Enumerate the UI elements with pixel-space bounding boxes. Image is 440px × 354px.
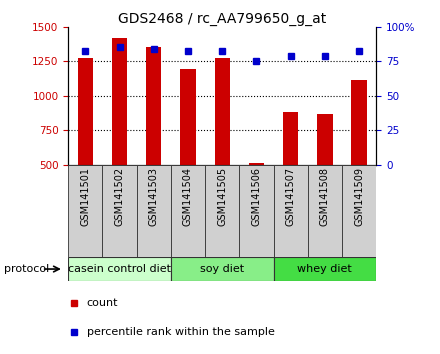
Bar	[215, 58, 230, 165]
Bar	[283, 112, 298, 165]
Bar	[137, 165, 171, 257]
Text: casein control diet: casein control diet	[68, 264, 171, 274]
Bar	[146, 47, 161, 165]
Bar	[274, 257, 376, 281]
Bar	[77, 58, 93, 165]
Text: GSM141503: GSM141503	[149, 167, 159, 226]
Text: whey diet: whey diet	[297, 264, 352, 274]
Bar	[317, 114, 333, 165]
Bar	[68, 165, 103, 257]
Bar	[274, 165, 308, 257]
Text: soy diet: soy diet	[200, 264, 244, 274]
Bar	[180, 69, 196, 165]
Text: count: count	[87, 298, 118, 308]
Text: GSM141508: GSM141508	[320, 167, 330, 226]
Bar	[352, 80, 367, 165]
Text: GSM141504: GSM141504	[183, 167, 193, 226]
Bar	[68, 257, 171, 281]
Text: GSM141506: GSM141506	[251, 167, 261, 226]
Bar	[205, 165, 239, 257]
Bar	[171, 165, 205, 257]
Text: GSM141505: GSM141505	[217, 167, 227, 227]
Bar	[103, 165, 137, 257]
Bar	[239, 165, 274, 257]
Bar	[112, 38, 127, 165]
Bar	[249, 163, 264, 165]
Bar	[171, 257, 274, 281]
Text: GSM141502: GSM141502	[114, 167, 125, 227]
Text: GSM141501: GSM141501	[81, 167, 90, 226]
Title: GDS2468 / rc_AA799650_g_at: GDS2468 / rc_AA799650_g_at	[118, 12, 326, 25]
Text: protocol: protocol	[4, 264, 50, 274]
Bar	[342, 165, 376, 257]
Bar	[308, 165, 342, 257]
Text: percentile rank within the sample: percentile rank within the sample	[87, 327, 275, 337]
Text: GSM141507: GSM141507	[286, 167, 296, 227]
Text: GSM141509: GSM141509	[354, 167, 364, 226]
